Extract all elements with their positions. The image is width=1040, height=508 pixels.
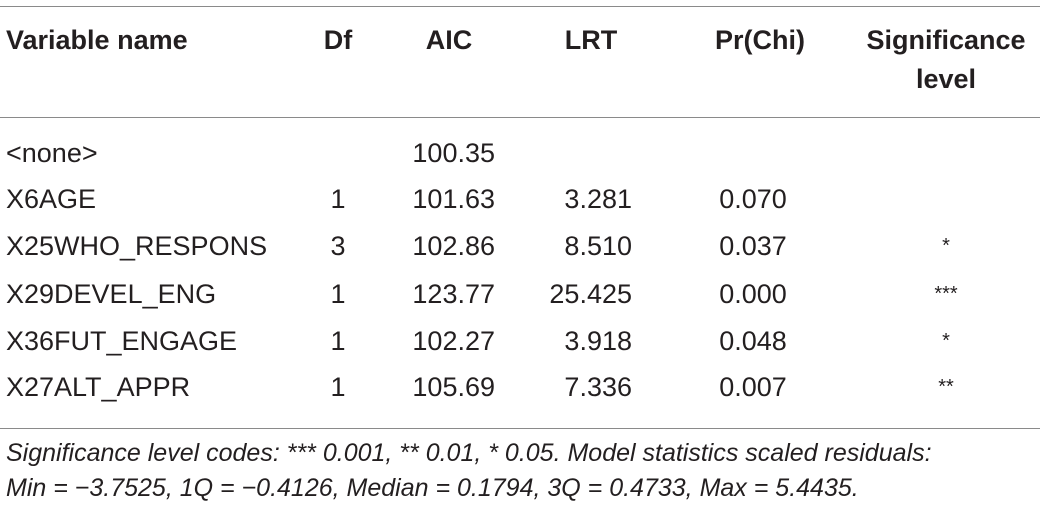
cell-lrt: 7.336 — [564, 372, 632, 402]
cell-variable-name: X36FUT_ENGAGE — [6, 326, 238, 356]
header-pr-chi: Pr(Chi) — [715, 25, 805, 55]
cell-significance: * — [942, 330, 950, 352]
header-significance-line1: Significance — [866, 25, 1026, 55]
header-significance-line2: level — [915, 64, 977, 94]
cell-lrt: 25.425 — [549, 279, 632, 309]
table-bottom-rule — [0, 428, 1040, 429]
cell-df: 1 — [330, 372, 346, 402]
cell-aic: 101.63 — [412, 184, 495, 214]
table-top-rule — [0, 6, 1040, 7]
cell-lrt: 3.281 — [564, 184, 632, 214]
cell-aic: 100.35 — [412, 138, 495, 168]
cell-aic: 123.77 — [412, 279, 495, 309]
cell-significance: ** — [938, 376, 954, 398]
cell-pr-chi: 0.037 — [719, 231, 787, 261]
cell-df: 3 — [330, 231, 346, 261]
header-df: Df — [323, 25, 353, 55]
footnote-line-1: Significance level codes: *** 0.001, ** … — [6, 439, 932, 467]
cell-aic: 102.27 — [412, 326, 495, 356]
cell-pr-chi: 0.007 — [719, 372, 787, 402]
cell-df: 1 — [330, 184, 346, 214]
cell-lrt: 8.510 — [564, 231, 632, 261]
header-aic: AIC — [425, 25, 473, 55]
cell-variable-name: <none> — [6, 138, 98, 168]
cell-significance: *** — [934, 283, 958, 305]
header-variable-name: Variable name — [6, 25, 188, 55]
cell-pr-chi: 0.048 — [719, 326, 787, 356]
cell-variable-name: X29DEVEL_ENG — [6, 279, 217, 309]
cell-aic: 105.69 — [412, 372, 495, 402]
header-lrt: LRT — [564, 25, 618, 55]
header-rule — [0, 117, 1040, 118]
cell-variable-name: X27ALT_APPR — [6, 372, 191, 402]
cell-variable-name: X25WHO_RESPONS — [6, 231, 268, 261]
cell-pr-chi: 0.000 — [719, 279, 787, 309]
footnote-line-2: Min = −3.7525, 1Q = −0.4126, Median = 0.… — [6, 474, 859, 502]
cell-df: 1 — [330, 279, 346, 309]
cell-significance: * — [942, 235, 950, 257]
table-footnote: Significance level codes: *** 0.001, ** … — [6, 436, 1036, 506]
cell-lrt: 3.918 — [564, 326, 632, 356]
cell-pr-chi: 0.070 — [719, 184, 787, 214]
cell-aic: 102.86 — [412, 231, 495, 261]
cell-df: 1 — [330, 326, 346, 356]
cell-variable-name: X6AGE — [6, 184, 97, 214]
